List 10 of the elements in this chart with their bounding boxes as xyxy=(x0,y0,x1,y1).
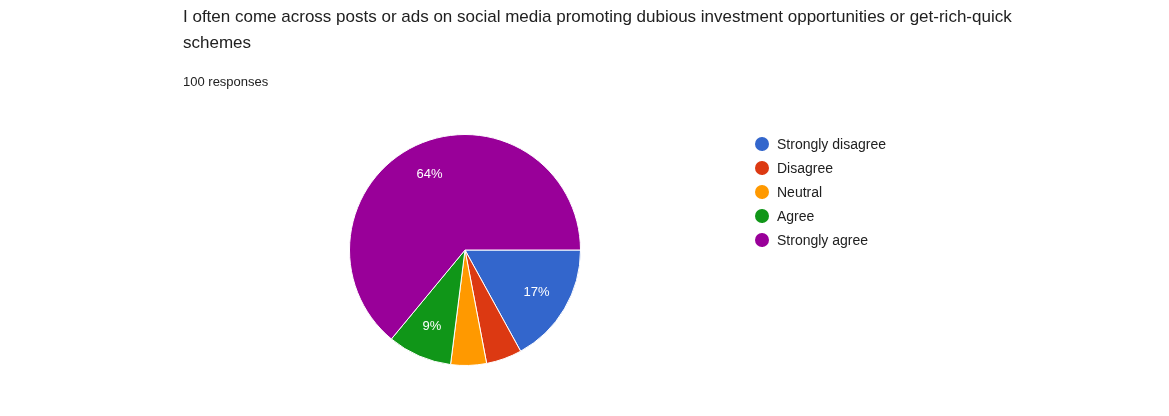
legend-label: Disagree xyxy=(777,160,834,176)
legend-label: Strongly disagree xyxy=(777,136,886,152)
data-label: 17% xyxy=(523,283,551,299)
text: 100 responses xyxy=(183,74,269,89)
data-label: 9% xyxy=(422,317,442,333)
legend-label: Neutral xyxy=(777,184,823,200)
data-label: 64% xyxy=(416,166,444,182)
chart-title: I often come across posts or ads on social media promoting dubious investment opportunities or get-rich-quick schemes xyxy=(183,6,1013,54)
legend-label: Strongly agree xyxy=(777,232,869,248)
legend-label: Agree xyxy=(777,208,815,224)
